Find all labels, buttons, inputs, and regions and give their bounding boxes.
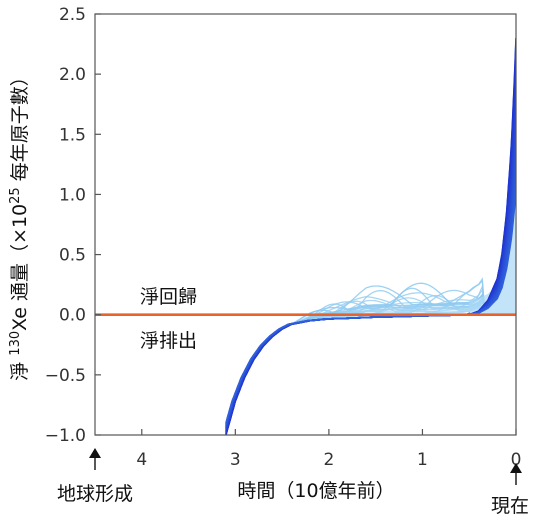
model-series-lines (225, 38, 516, 435)
model-curve (225, 66, 516, 433)
y-tick-label: 2.5 (59, 5, 86, 25)
ensemble-curve (225, 114, 516, 435)
y-tick-label: 2.0 (59, 65, 86, 85)
ensemble-curve (225, 93, 516, 435)
x-axis: 4 3 2 1 0 (136, 429, 521, 470)
model-curve (225, 74, 516, 433)
ensemble-curve (225, 125, 516, 435)
net-outgassing-label: 淨排出 (140, 330, 197, 352)
model-curve (225, 103, 516, 431)
light-series-band (225, 38, 516, 435)
ensemble-curve (225, 80, 516, 435)
ensemble-curve (225, 42, 516, 435)
x-tick-label: 0 (511, 450, 522, 470)
earth-formation-marker: 地球形成 (57, 448, 133, 505)
y-tick-label: 0.5 (59, 246, 86, 266)
y-axis: −1.0 −0.5 0.0 0.5 1.0 1.5 2.0 2.5 (45, 5, 101, 446)
x-tick-label: 2 (323, 450, 334, 470)
y-tick-label: 0.0 (59, 306, 86, 326)
ensemble-curve (225, 133, 516, 435)
model-curve (225, 132, 516, 428)
model-curve (225, 52, 516, 435)
present-label: 現在 (491, 495, 529, 517)
ensemble-curve (225, 38, 516, 435)
ensemble-curve (225, 38, 516, 435)
arrow-up-icon (89, 448, 101, 458)
model-curve (225, 81, 516, 432)
ensemble-curve (225, 38, 516, 435)
ensemble-curve (225, 104, 516, 435)
arrow-up-icon (510, 463, 522, 473)
ensemble-curve (225, 124, 516, 435)
x-axis-label: 時間（10億年前） (237, 480, 394, 502)
y-tick-label: −0.5 (45, 366, 86, 386)
ensemble-curve (225, 38, 516, 435)
ensemble-curve (225, 66, 516, 435)
model-curve (225, 139, 516, 428)
y-tick-label: 1.5 (59, 125, 86, 145)
earth-formation-label: 地球形成 (57, 483, 133, 505)
model-curve (225, 110, 516, 430)
present-marker: 現在 (491, 463, 529, 517)
ensemble-curve (225, 57, 516, 435)
model-curve (225, 95, 516, 431)
model-curve (225, 124, 516, 429)
model-curve (225, 38, 516, 435)
model-curve (225, 59, 516, 434)
x-tick-label: 4 (136, 450, 147, 470)
model-curve (225, 45, 516, 435)
y-tick-label: −1.0 (45, 426, 86, 446)
y-tick-label: 1.0 (59, 185, 86, 205)
ensemble-curve (225, 52, 516, 435)
ensemble-fill (469, 206, 516, 315)
ensemble-curve (225, 38, 516, 435)
y-axis-label: 淨 130Xe 通量（×1025 每年原子數） (8, 67, 31, 380)
model-curve (225, 117, 516, 429)
x-tick-label: 1 (417, 450, 428, 470)
ensemble-curve (225, 38, 516, 435)
plot-frame (94, 13, 517, 436)
model-curve (225, 153, 516, 427)
net-return-label: 淨回歸 (140, 286, 197, 308)
x-tick-label: 3 (230, 450, 241, 470)
model-curve (225, 88, 516, 432)
ensemble-curve (225, 150, 516, 435)
